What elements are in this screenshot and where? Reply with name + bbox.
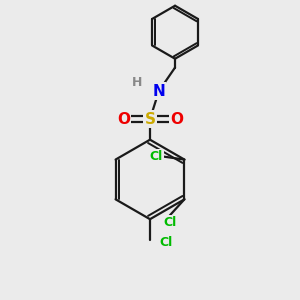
Text: O: O — [170, 112, 183, 127]
Text: S: S — [145, 112, 155, 127]
Text: H: H — [132, 76, 142, 89]
Text: Cl: Cl — [160, 236, 173, 249]
Text: N: N — [152, 84, 165, 99]
Text: Cl: Cl — [150, 150, 163, 163]
Text: Cl: Cl — [163, 216, 176, 230]
Text: O: O — [117, 112, 130, 127]
